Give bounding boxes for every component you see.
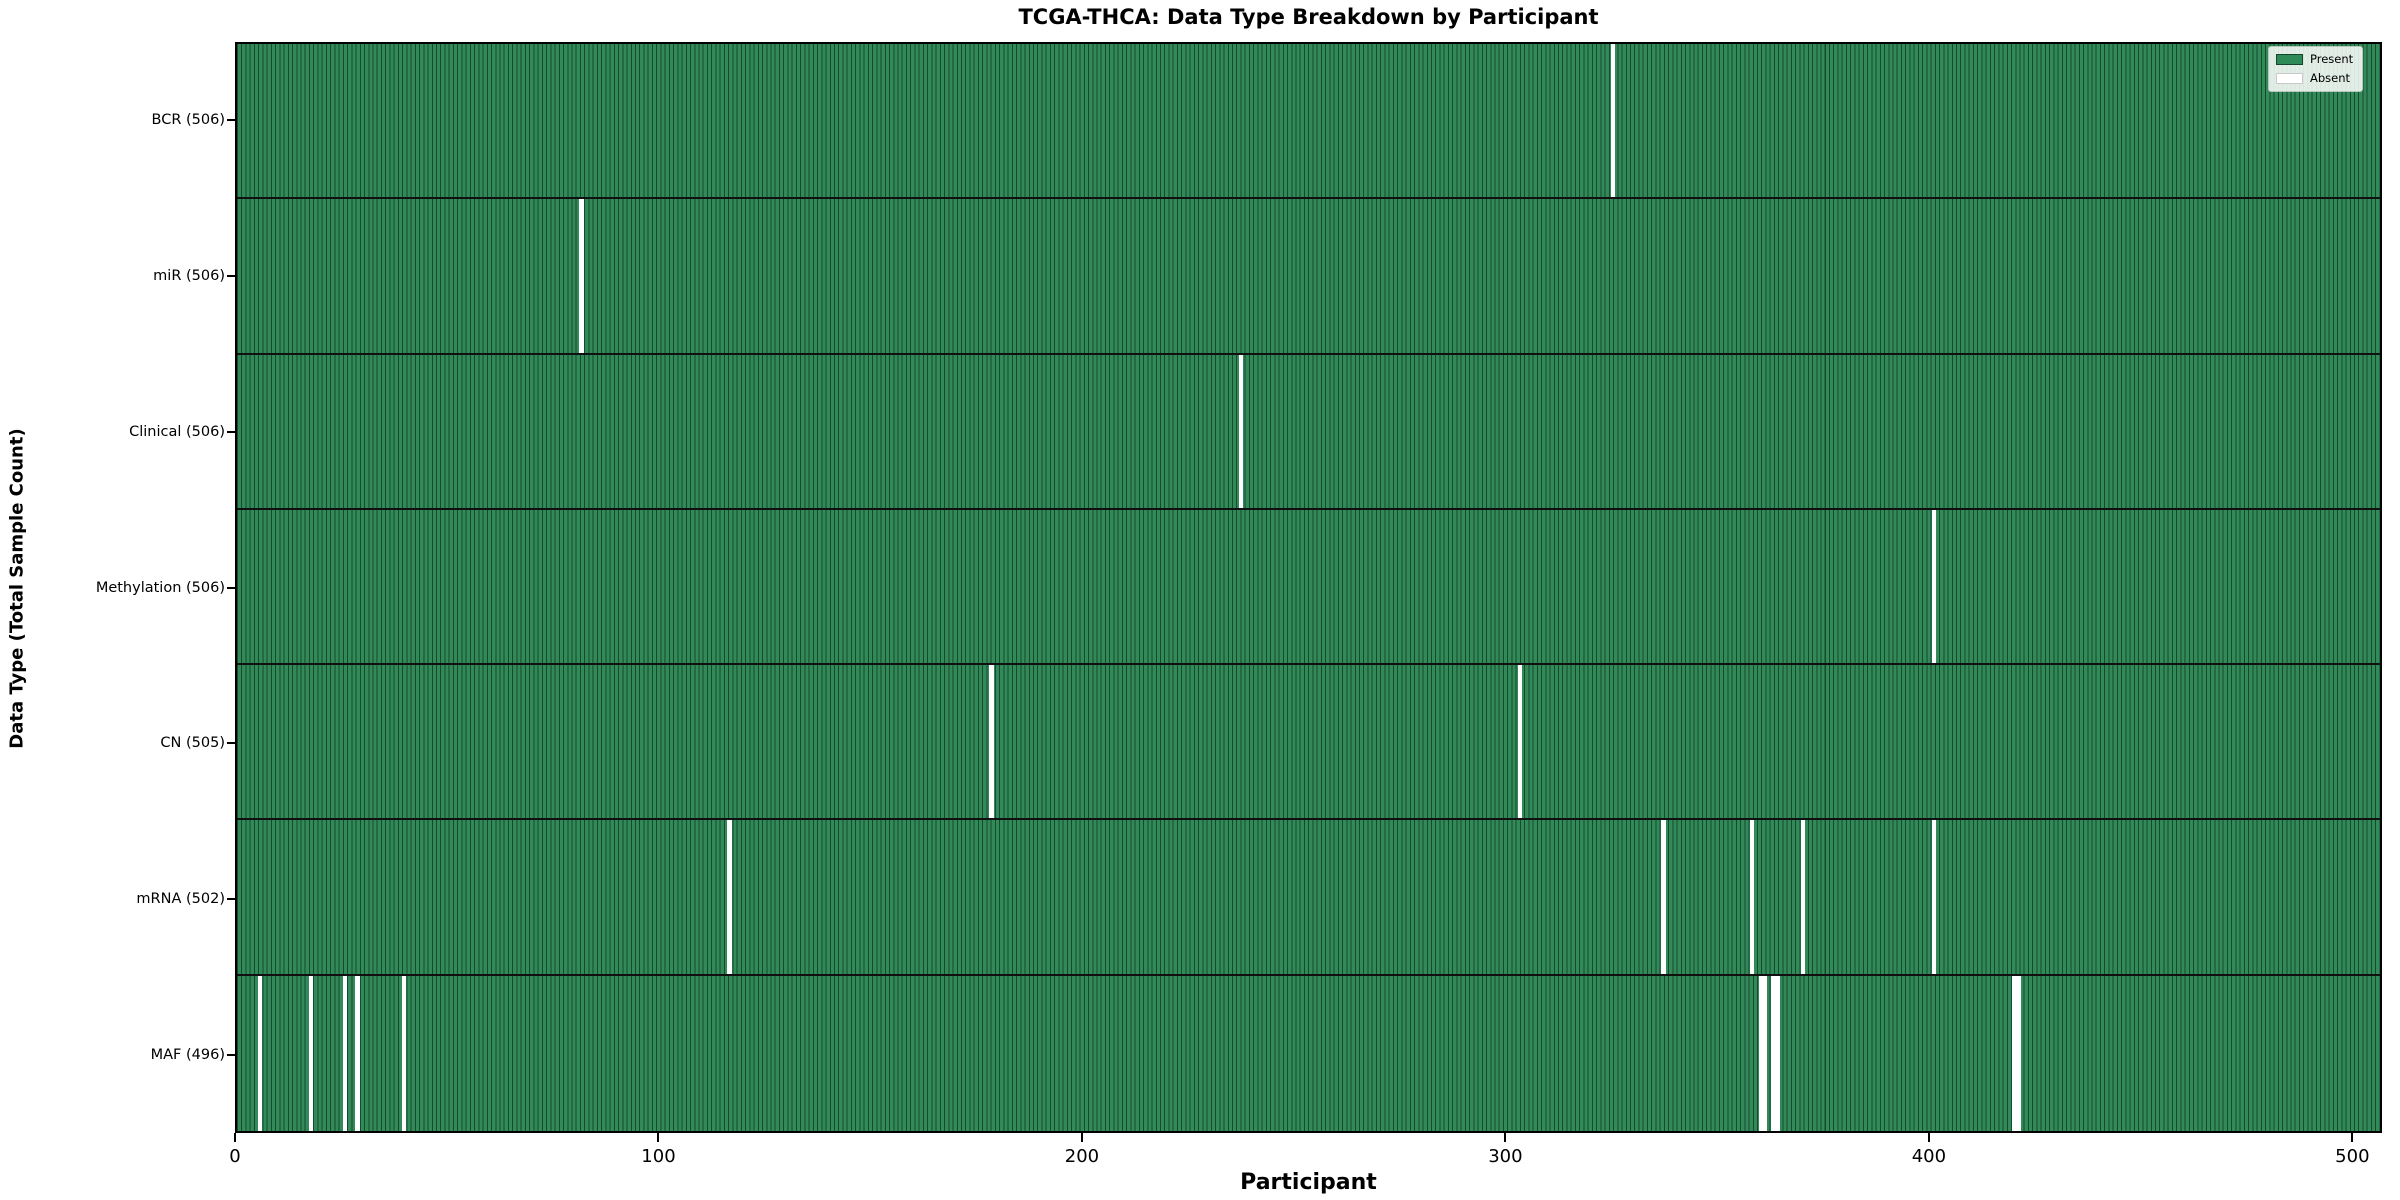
ytick-mark: [227, 898, 235, 901]
xtick-label-100: 100: [641, 1146, 676, 1167]
absent-gap: [342, 975, 347, 1131]
legend-absent-label: Absent: [2310, 71, 2351, 85]
chart-title: TCGA-THCA: Data Type Breakdown by Partic…: [1018, 5, 1599, 29]
absent-gap: [401, 975, 407, 1131]
x-axis-title: Participant: [1240, 1170, 1377, 1195]
ytick-mark: [227, 1054, 235, 1057]
absent-gap: [1771, 975, 1776, 1131]
ytick-label-mrna: mRNA (502): [136, 891, 225, 908]
absent-gap: [579, 199, 584, 353]
absent-gap: [1750, 820, 1755, 974]
xtick-label-0: 0: [229, 1146, 241, 1167]
ytick-label-clinical: Clinical (506): [129, 423, 225, 440]
absent-gap: [1931, 509, 1937, 664]
xtick-mark: [1927, 1133, 1930, 1142]
absent-gap: [2016, 975, 2021, 1131]
absent-gap: [1238, 354, 1243, 508]
legend: Present Absent: [2268, 46, 2364, 92]
xtick-label-400: 400: [1911, 1146, 1947, 1167]
absent-gap: [1775, 975, 1780, 1131]
xtick-mark: [2351, 1133, 2354, 1142]
absent-gap: [1517, 665, 1522, 819]
row-band-bcr: [237, 44, 2380, 200]
absent-gap: [727, 820, 732, 974]
xtick-mark: [657, 1133, 660, 1142]
row-band-mrna: [237, 820, 2380, 976]
xtick-mark: [1504, 1133, 1507, 1142]
absent-gap: [2012, 975, 2017, 1131]
legend-present-label: Present: [2310, 52, 2354, 66]
absent-gap: [1931, 820, 1937, 974]
legend-entry-present: Present: [2276, 52, 2353, 66]
ytick-mark: [227, 586, 235, 589]
ytick-label-bcr: BCR (506): [151, 111, 226, 128]
ytick-mark: [227, 274, 235, 277]
xtick-label-300: 300: [1488, 1146, 1523, 1167]
legend-absent-swatch: [2276, 72, 2303, 84]
absent-gap: [258, 975, 263, 1131]
absent-gap: [355, 975, 360, 1131]
ytick-mark: [227, 118, 235, 121]
ytick-label-mir: miR (506): [153, 267, 225, 284]
xtick-mark: [1080, 1133, 1083, 1142]
absent-gap: [1800, 820, 1806, 974]
absent-gap: [1758, 975, 1763, 1131]
absent-gap: [1762, 975, 1768, 1131]
ytick-mark: [227, 430, 235, 433]
row-band-clinical: [237, 354, 2380, 510]
absent-gap: [1610, 44, 1615, 198]
xtick-label-200: 200: [1064, 1146, 1100, 1167]
absent-gap: [989, 665, 994, 819]
row-band-maf: [237, 975, 2380, 1131]
ytick-label-cn: CN (505): [160, 735, 225, 752]
plot-area: [235, 42, 2382, 1133]
ytick-label-maf: MAF (496): [150, 1047, 225, 1064]
row-band-methylation: [237, 509, 2380, 666]
legend-present-swatch: [2276, 53, 2303, 65]
xtick-mark: [234, 1133, 236, 1142]
row-band-mir: [237, 199, 2380, 355]
ytick-mark: [227, 742, 235, 745]
legend-entry-absent: Absent: [2276, 71, 2353, 85]
row-band-cn: [237, 665, 2380, 821]
ytick-label-methylation: Methylation (506): [95, 579, 225, 596]
absent-gap: [308, 975, 314, 1131]
xtick-label-500: 500: [2335, 1146, 2370, 1167]
absent-gap: [1661, 820, 1666, 974]
